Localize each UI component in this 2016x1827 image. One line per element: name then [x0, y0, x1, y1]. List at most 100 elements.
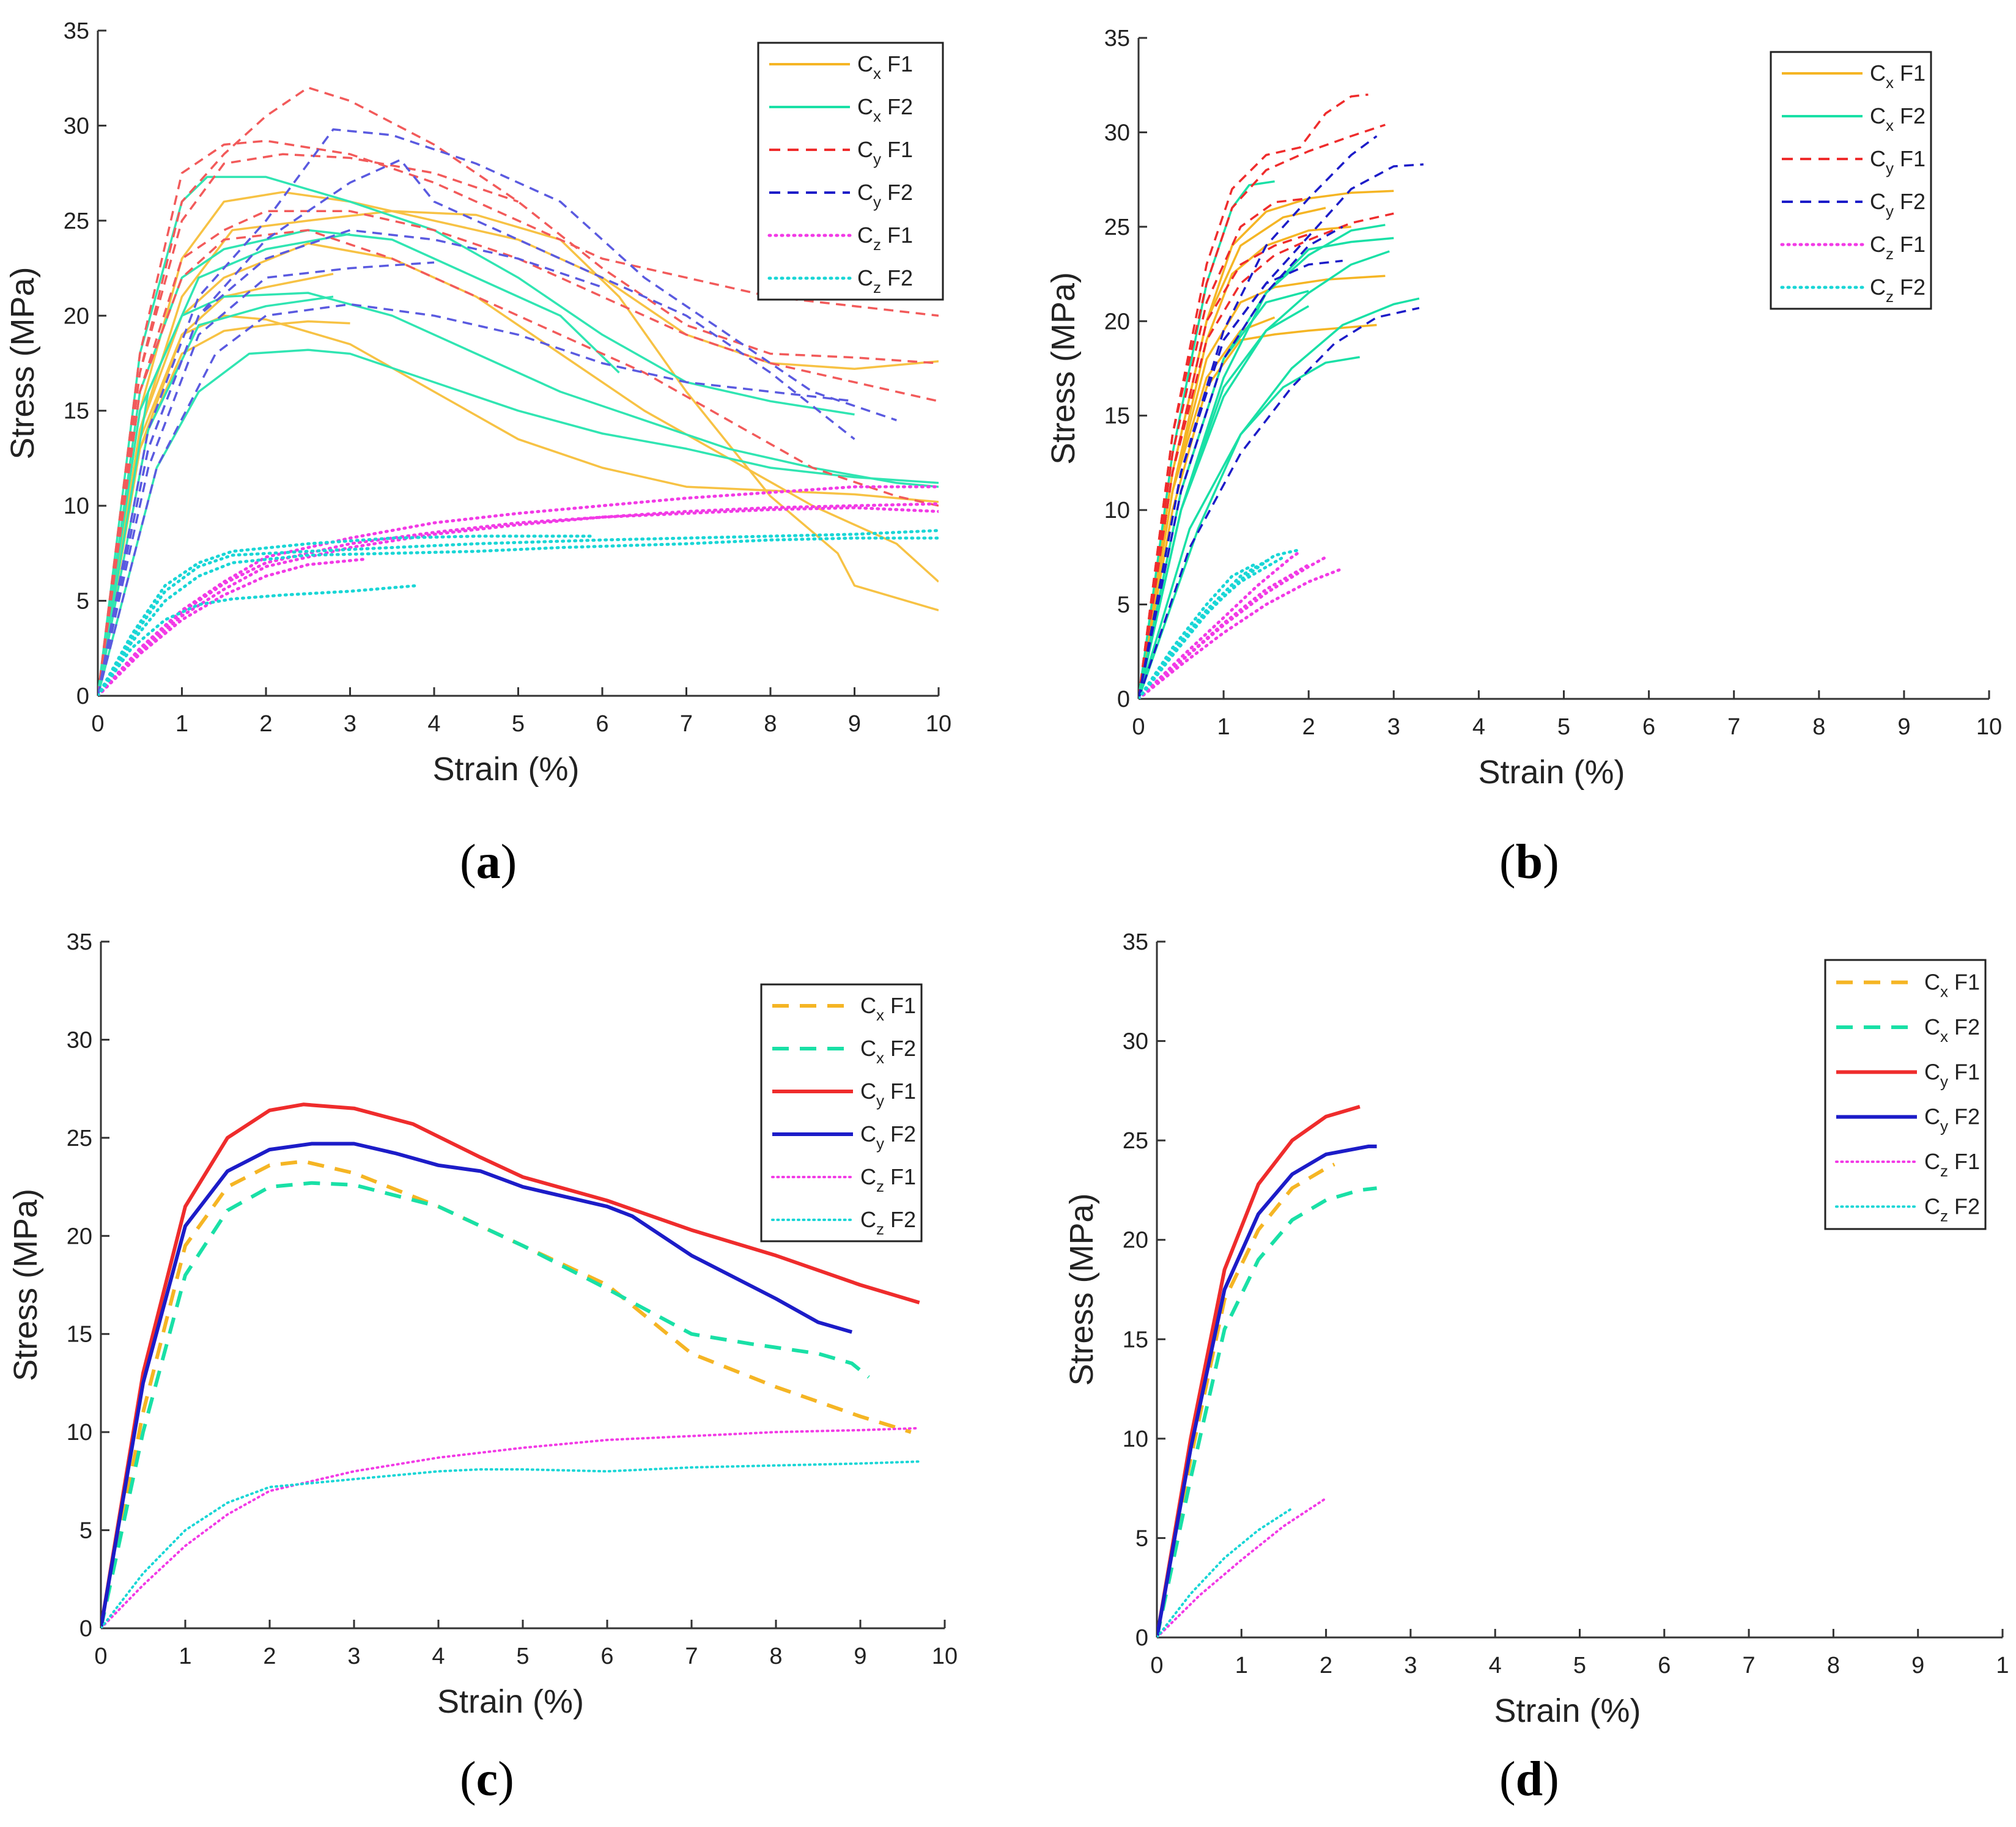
series-line-cy-f2: [98, 229, 603, 696]
y-axis-label: Stress (MPa): [1045, 272, 1082, 465]
legend-label: Cz F1: [1870, 232, 1926, 263]
x-tick-label: 9: [848, 711, 861, 737]
x-tick-label: 5: [1557, 714, 1570, 740]
x-tick-label: 6: [596, 711, 608, 737]
y-tick-label: 20: [67, 1224, 92, 1249]
legend-label: Cy F2: [1870, 189, 1926, 220]
series-line-cx-f1: [1139, 316, 1276, 699]
x-tick-label: 8: [1812, 714, 1825, 740]
legend-label: Cy F1: [860, 1079, 916, 1110]
legend-label: Cy F1: [1924, 1059, 1980, 1090]
legend-label: Cx F2: [860, 1036, 916, 1067]
x-tick-label: 1: [179, 1644, 191, 1669]
x-tick-label: 1: [1217, 714, 1230, 740]
series-line-cx-f2: [98, 349, 939, 696]
x-axis-label: Strain (%): [437, 1683, 584, 1720]
series-line-cx-f1: [1139, 207, 1326, 699]
series-line-cy-f2: [98, 128, 897, 696]
legend-label: Cz F2: [1870, 275, 1926, 306]
y-tick-label: 30: [1104, 120, 1130, 146]
legend-label: Cx F1: [860, 993, 916, 1024]
series-group: [1157, 1105, 1377, 1637]
x-tick-label: 9: [1911, 1653, 1924, 1678]
y-tick-label: 25: [1104, 215, 1130, 240]
x-tick-label: 4: [427, 711, 440, 737]
legend: Cx F1 Cx F2 Cy F1 Cy F2 Cz F1 Cz F2: [1770, 51, 1932, 310]
x-tick-label: 4: [1489, 1653, 1502, 1678]
series-line-cy-f2: [1139, 226, 1343, 699]
x-tick-label: 8: [1827, 1653, 1840, 1678]
x-tick-label: 2: [1320, 1653, 1332, 1678]
y-tick-label: 0: [1135, 1625, 1148, 1651]
x-tick-label: 6: [600, 1644, 613, 1669]
series-line-cx-f2: [101, 1181, 870, 1628]
chart-panel-a: 0 1 2 3 4 5 6 7 8 9 10 0 5 10 15 20 25 30 35 Strain (%) Stre…: [4, 18, 951, 788]
legend-label: Cx F2: [857, 94, 913, 125]
series-group: [101, 1102, 921, 1628]
caption-d: (d): [1499, 1752, 1559, 1806]
legend-box: [1770, 51, 1932, 310]
legend-label: Cz F1: [857, 223, 913, 254]
series-line-cy-f2: [1139, 163, 1424, 699]
legend-label: Cz F2: [1924, 1194, 1980, 1225]
x-axis-label: Strain (%): [1494, 1692, 1641, 1729]
x-tick-label: 0: [1150, 1653, 1163, 1678]
x-tick-label: 10: [1976, 714, 2002, 740]
series-line-cy-f2: [98, 303, 855, 696]
x-tick-label: 3: [1387, 714, 1400, 740]
y-axis-label: Stress (MPa): [1063, 1193, 1100, 1386]
x-tick-label: 3: [1404, 1653, 1417, 1678]
x-tick-label: 6: [1658, 1653, 1671, 1678]
series-line-cz-f2: [98, 536, 939, 696]
series-line-cy-f2: [1139, 306, 1420, 699]
series-line-cz-f2: [1139, 555, 1285, 699]
series-line-cx-f1: [1139, 275, 1386, 699]
series-line-cy-f1: [101, 1102, 920, 1628]
legend-box: [757, 42, 944, 301]
x-tick-label: 7: [1743, 1653, 1756, 1678]
series-line-cy-f1: [98, 229, 939, 696]
y-tick-label: 35: [1104, 26, 1130, 51]
y-tick-label: 15: [1104, 404, 1130, 429]
x-tick-label: 2: [259, 711, 272, 737]
legend: Cx F1 Cx F2 Cy F1 Cy F2 Cz F1 Cz F2: [1824, 959, 1987, 1230]
series-line-cx-f1: [98, 210, 939, 696]
x-tick-label: 6: [1642, 714, 1655, 740]
y-axis-label: Stress (MPa): [4, 267, 41, 459]
series-line-cz-f1: [98, 557, 369, 696]
y-tick-label: 35: [67, 929, 92, 955]
series-line-cx-f2: [1139, 356, 1360, 699]
y-tick-label: 5: [1117, 592, 1130, 618]
y-tick-label: 5: [1135, 1526, 1148, 1551]
x-tick-label: 7: [680, 711, 693, 737]
series-line-cx-f1: [101, 1159, 912, 1628]
series-line-cy-f2: [1157, 1144, 1377, 1637]
y-tick-label: 5: [76, 589, 89, 615]
legend-label: Cy F2: [860, 1121, 916, 1153]
legend-label: Cx F2: [1924, 1014, 1980, 1046]
x-tick-label: 7: [1727, 714, 1740, 740]
y-tick-label: 30: [64, 113, 89, 139]
series-line-cz-f1: [1139, 563, 1310, 699]
series-line-cy-f1: [98, 210, 939, 696]
y-tick-label: 20: [1123, 1228, 1148, 1253]
x-tick-label: 9: [854, 1644, 866, 1669]
y-tick-label: 25: [67, 1126, 92, 1151]
y-tick-label: 0: [76, 684, 89, 709]
legend-label: Cy F1: [1870, 146, 1926, 177]
series-line-cz-f1: [101, 1427, 921, 1628]
y-tick-label: 0: [79, 1616, 92, 1642]
series-line-cz-f1: [98, 485, 939, 696]
x-tick-label: 2: [263, 1644, 276, 1669]
series-line-cz-f2: [1139, 561, 1260, 699]
legend-label: Cz F1: [860, 1164, 916, 1195]
caption-b: (b): [1499, 835, 1559, 889]
y-tick-label: 10: [67, 1420, 92, 1445]
x-tick-label: 9: [1897, 714, 1910, 740]
x-tick-label: 3: [344, 711, 356, 737]
legend: Cx F1 Cx F2 Cy F1 Cy F2 Cz F1 Cz F2: [757, 42, 944, 301]
x-tick-label: 0: [94, 1644, 107, 1669]
series-group: [1139, 93, 1424, 699]
series-line-cy-f1: [1139, 124, 1386, 699]
